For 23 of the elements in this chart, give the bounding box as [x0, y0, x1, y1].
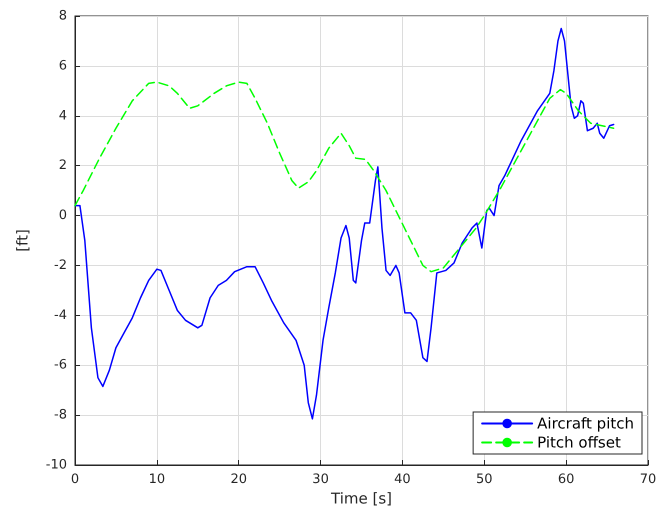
y-axis-title: [ft] [14, 229, 32, 252]
y-tick-label: -4 [54, 308, 67, 323]
y-tick-label: 8 [58, 8, 67, 24]
x-tick-label: 30 [312, 472, 329, 487]
x-tick-label: 50 [476, 472, 493, 487]
line-series [74, 81, 614, 272]
x-tick-label: 20 [230, 472, 247, 487]
x-tick-label: 60 [558, 472, 574, 487]
y-tick-label: -8 [54, 408, 67, 423]
y-tick-label: -2 [54, 258, 67, 273]
y-tick-label: -6 [54, 358, 67, 373]
y-tick-label: -10 [46, 458, 67, 472]
legend-label: Aircraft pitch [537, 414, 634, 432]
y-tick-label: 0 [58, 208, 67, 224]
legend-label: Pitch offset [537, 434, 621, 452]
x-tick-label: 70 [640, 472, 656, 487]
y-tick-label: 6 [58, 58, 67, 74]
x-tick-label: 40 [394, 472, 411, 487]
x-axis-title: Time [s] [330, 489, 392, 508]
y-tick-label: 4 [58, 108, 67, 124]
y-tick-label: 2 [58, 158, 67, 174]
x-tick-label: 0 [70, 472, 80, 487]
x-tick-label: 10 [148, 472, 166, 487]
